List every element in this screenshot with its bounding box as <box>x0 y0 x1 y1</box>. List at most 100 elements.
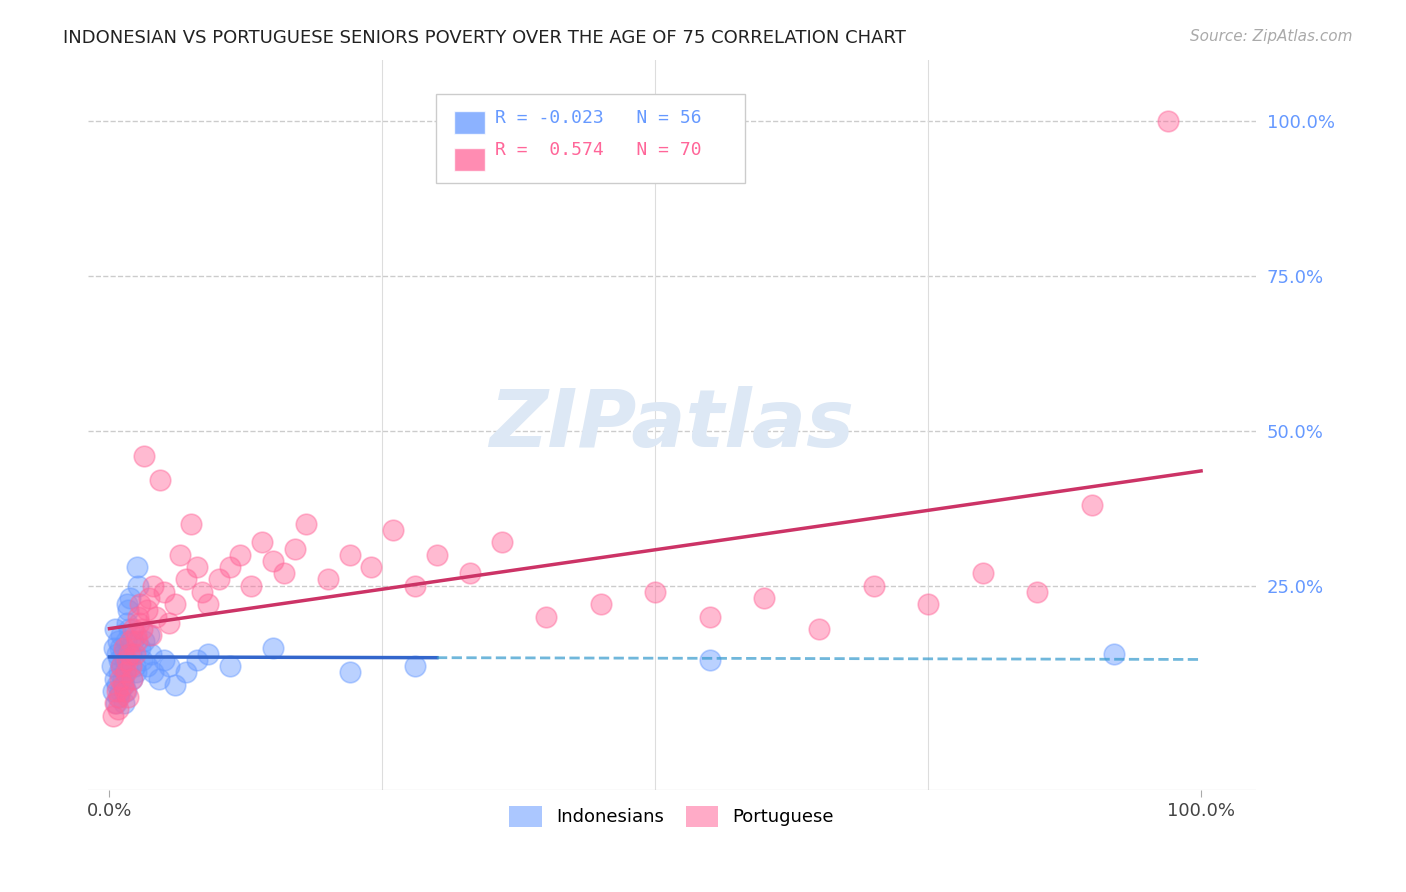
Point <box>110 684 132 698</box>
Point <box>110 640 132 655</box>
Point <box>218 659 240 673</box>
Point <box>104 696 127 710</box>
Point <box>339 665 361 680</box>
Point <box>142 665 165 680</box>
Legend: Indonesians, Portuguese: Indonesians, Portuguese <box>501 797 844 836</box>
Point <box>153 585 176 599</box>
Point <box>1026 585 1049 599</box>
Point <box>262 640 284 655</box>
Point <box>115 597 138 611</box>
Text: R =  0.574   N = 70: R = 0.574 N = 70 <box>495 141 702 159</box>
Point <box>186 560 208 574</box>
Point <box>131 653 153 667</box>
Point <box>110 659 132 673</box>
Point <box>124 647 146 661</box>
Point <box>135 659 157 673</box>
Point <box>458 566 481 581</box>
Point <box>114 684 136 698</box>
Point <box>699 609 721 624</box>
Point <box>120 591 142 605</box>
Point <box>360 560 382 574</box>
Point <box>131 622 153 636</box>
Point <box>138 591 160 605</box>
Point <box>112 678 135 692</box>
Point <box>120 647 142 661</box>
Point <box>105 696 128 710</box>
Point <box>129 597 152 611</box>
Point <box>105 647 128 661</box>
Point <box>125 560 148 574</box>
Point <box>117 690 139 704</box>
Point <box>108 665 131 680</box>
Point <box>124 665 146 680</box>
Point <box>105 684 128 698</box>
Point <box>754 591 776 605</box>
Point <box>104 622 127 636</box>
Point <box>124 628 146 642</box>
Point <box>101 708 124 723</box>
Point <box>108 690 131 704</box>
Point <box>917 597 939 611</box>
Point <box>218 560 240 574</box>
Point <box>118 622 141 636</box>
Point <box>111 647 134 661</box>
Point <box>114 653 136 667</box>
Point <box>1102 647 1125 661</box>
Point <box>112 696 135 710</box>
Point <box>111 678 134 692</box>
Point <box>115 615 138 630</box>
Point <box>339 548 361 562</box>
Point <box>114 665 136 680</box>
Point <box>114 684 136 698</box>
Point <box>404 659 426 673</box>
Point <box>404 579 426 593</box>
Point <box>105 678 128 692</box>
Point <box>111 672 134 686</box>
Point <box>108 653 131 667</box>
Text: INDONESIAN VS PORTUGUESE SENIORS POVERTY OVER THE AGE OF 75 CORRELATION CHART: INDONESIAN VS PORTUGUESE SENIORS POVERTY… <box>63 29 905 46</box>
Point <box>491 535 513 549</box>
Point <box>121 672 143 686</box>
Point <box>163 678 186 692</box>
Point <box>1157 114 1180 128</box>
Point <box>534 609 557 624</box>
Point <box>197 597 219 611</box>
Text: R = -0.023   N = 56: R = -0.023 N = 56 <box>495 109 702 127</box>
Point <box>174 573 197 587</box>
Point <box>110 659 132 673</box>
Point <box>107 702 129 716</box>
Text: Source: ZipAtlas.com: Source: ZipAtlas.com <box>1189 29 1353 44</box>
Point <box>186 653 208 667</box>
Point <box>117 603 139 617</box>
Point <box>252 535 274 549</box>
Point <box>644 585 666 599</box>
Point <box>122 634 145 648</box>
Text: ZIPatlas: ZIPatlas <box>489 385 853 464</box>
Point <box>134 634 156 648</box>
Point <box>120 634 142 648</box>
Point <box>125 634 148 648</box>
Point <box>115 653 138 667</box>
Point <box>138 628 160 642</box>
Point <box>153 653 176 667</box>
Point <box>159 659 181 673</box>
Point <box>426 548 449 562</box>
Point <box>122 622 145 636</box>
Point <box>862 579 884 593</box>
Point <box>121 672 143 686</box>
Point <box>128 615 150 630</box>
Point <box>808 622 831 636</box>
Point <box>240 579 263 593</box>
Point <box>114 665 136 680</box>
Point <box>229 548 252 562</box>
Point <box>169 548 191 562</box>
Point <box>145 609 167 624</box>
Point <box>110 672 132 686</box>
Point <box>110 628 132 642</box>
Point <box>100 659 122 673</box>
Point <box>699 653 721 667</box>
Point <box>120 659 142 673</box>
Point <box>114 634 136 648</box>
Point <box>127 579 149 593</box>
Point <box>129 640 152 655</box>
